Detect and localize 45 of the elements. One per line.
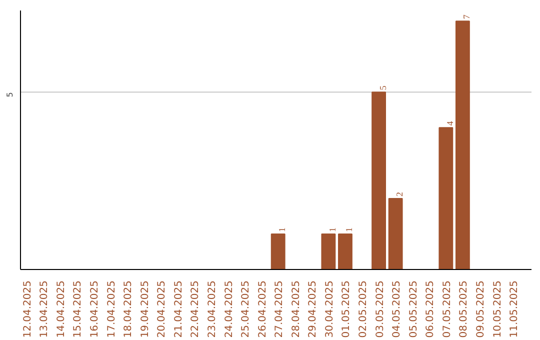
x-tick-label: 05.05.2025 [408,280,420,338]
x-tick-label: 23.04.2025 [206,280,218,338]
x-tick-label: 30.04.2025 [324,280,336,338]
bar [338,234,352,270]
x-tick-label: 09.05.2025 [475,280,486,338]
bar [388,198,403,270]
bar [438,127,454,270]
x-tick-label: 24.04.2025 [224,280,235,338]
x-tick-label: 27.04.2025 [274,280,286,338]
x-tick-label: 29.04.2025 [308,280,319,338]
data-label: 1 [277,228,288,232]
data-label: 5 [378,85,388,90]
x-tick-label: 04.05.2025 [392,280,403,338]
x-tick-label: 19.04.2025 [140,280,151,338]
bar [270,234,286,270]
x-tick-label: 07.05.2025 [442,280,453,338]
x-tick-label: 02.05.2025 [358,280,370,338]
x-tick-label: 25.04.2025 [240,280,252,338]
x-tick-label: 20.04.2025 [156,280,168,338]
x-tick-label: 22.04.2025 [190,280,202,338]
x-tick-label: 14.04.2025 [56,280,67,338]
x-tick-label: 26.04.2025 [257,280,268,338]
x-tick-label: 13.04.2025 [39,280,50,338]
data-label: 2 [394,192,405,197]
data-label: 4 [444,120,455,126]
x-tick-label: 03.05.2025 [374,280,386,338]
x-tick-label: 10.05.2025 [492,280,504,338]
bar [455,20,470,270]
bar [372,92,386,270]
data-label: 1 [344,228,354,232]
ref-line-label: 5 [6,92,14,98]
x-tick-label: 21.04.2025 [173,280,184,338]
x-tick-label: 01.05.2025 [341,280,352,338]
x-tick-label: 16.04.2025 [90,280,100,338]
data-label: 1 [327,228,338,232]
x-tick-label: 28.04.2025 [290,280,302,338]
x-tick-label: 11.05.2025 [509,280,520,338]
x-tick-label: 06.05.2025 [425,280,436,338]
x-tick-label: 08.05.2025 [458,280,470,338]
bar [321,234,336,270]
x-tick-label: 18.04.2025 [123,280,134,338]
data-label: 7 [462,14,472,20]
x-tick-label: 17.04.2025 [106,280,118,338]
x-tick-label: 15.04.2025 [72,280,84,338]
x-tick-label: 12.04.2025 [22,280,34,338]
